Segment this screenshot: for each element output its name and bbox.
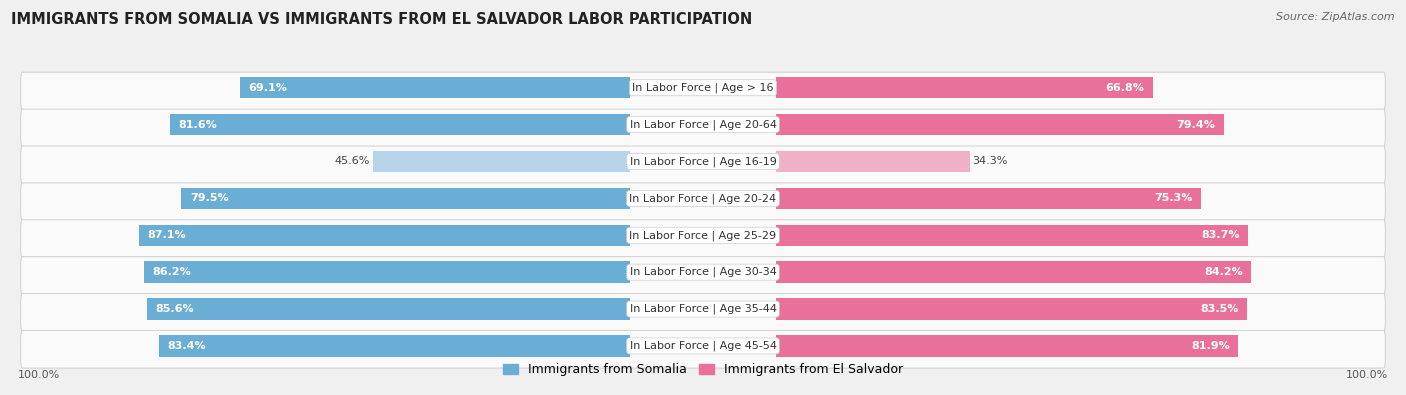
Text: 85.6%: 85.6%	[156, 304, 194, 314]
FancyBboxPatch shape	[21, 257, 1385, 294]
Text: 79.5%: 79.5%	[190, 194, 228, 203]
Bar	[170, 114, 630, 135]
Bar	[776, 261, 1251, 283]
Text: In Labor Force | Age 35-44: In Labor Force | Age 35-44	[630, 304, 776, 314]
Text: In Labor Force | Age 30-34: In Labor Force | Age 30-34	[630, 267, 776, 277]
Text: In Labor Force | Age > 16: In Labor Force | Age > 16	[633, 83, 773, 93]
Text: 69.1%: 69.1%	[249, 83, 287, 93]
Bar	[776, 225, 1249, 246]
Text: In Labor Force | Age 16-19: In Labor Force | Age 16-19	[630, 156, 776, 167]
FancyBboxPatch shape	[21, 72, 1385, 110]
Text: In Labor Force | Age 20-64: In Labor Force | Age 20-64	[630, 119, 776, 130]
Text: 66.8%: 66.8%	[1105, 83, 1144, 93]
Text: 86.2%: 86.2%	[152, 267, 191, 277]
Text: In Labor Force | Age 45-54: In Labor Force | Age 45-54	[630, 341, 776, 351]
Text: 45.6%: 45.6%	[335, 156, 370, 166]
Bar	[776, 335, 1239, 357]
FancyBboxPatch shape	[21, 331, 1385, 368]
Text: 79.4%: 79.4%	[1177, 120, 1216, 130]
Text: 81.9%: 81.9%	[1191, 341, 1230, 351]
Text: 83.5%: 83.5%	[1201, 304, 1239, 314]
Bar	[776, 298, 1247, 320]
FancyBboxPatch shape	[21, 293, 1385, 331]
Text: IMMIGRANTS FROM SOMALIA VS IMMIGRANTS FROM EL SALVADOR LABOR PARTICIPATION: IMMIGRANTS FROM SOMALIA VS IMMIGRANTS FR…	[11, 12, 752, 27]
Text: 84.2%: 84.2%	[1204, 267, 1243, 277]
Text: In Labor Force | Age 25-29: In Labor Force | Age 25-29	[630, 230, 776, 241]
Text: 87.1%: 87.1%	[148, 230, 186, 240]
Text: Source: ZipAtlas.com: Source: ZipAtlas.com	[1277, 12, 1395, 22]
Bar	[181, 188, 630, 209]
Text: 83.7%: 83.7%	[1201, 230, 1240, 240]
Bar	[776, 77, 1153, 98]
Bar	[159, 335, 630, 357]
Text: 75.3%: 75.3%	[1154, 194, 1192, 203]
FancyBboxPatch shape	[21, 183, 1385, 220]
Bar	[776, 151, 970, 172]
Text: 83.4%: 83.4%	[167, 341, 207, 351]
Text: 81.6%: 81.6%	[179, 120, 217, 130]
Bar	[776, 114, 1225, 135]
Text: 34.3%: 34.3%	[973, 156, 1008, 166]
Text: In Labor Force | Age 20-24: In Labor Force | Age 20-24	[630, 193, 776, 204]
Text: 100.0%: 100.0%	[1346, 370, 1388, 380]
Bar	[240, 77, 630, 98]
Legend: Immigrants from Somalia, Immigrants from El Salvador: Immigrants from Somalia, Immigrants from…	[503, 363, 903, 376]
Bar	[139, 225, 630, 246]
Text: 100.0%: 100.0%	[18, 370, 60, 380]
FancyBboxPatch shape	[21, 220, 1385, 258]
Bar	[776, 188, 1201, 209]
FancyBboxPatch shape	[21, 109, 1385, 147]
FancyBboxPatch shape	[21, 146, 1385, 184]
Bar	[373, 151, 630, 172]
Bar	[143, 261, 630, 283]
Bar	[148, 298, 630, 320]
